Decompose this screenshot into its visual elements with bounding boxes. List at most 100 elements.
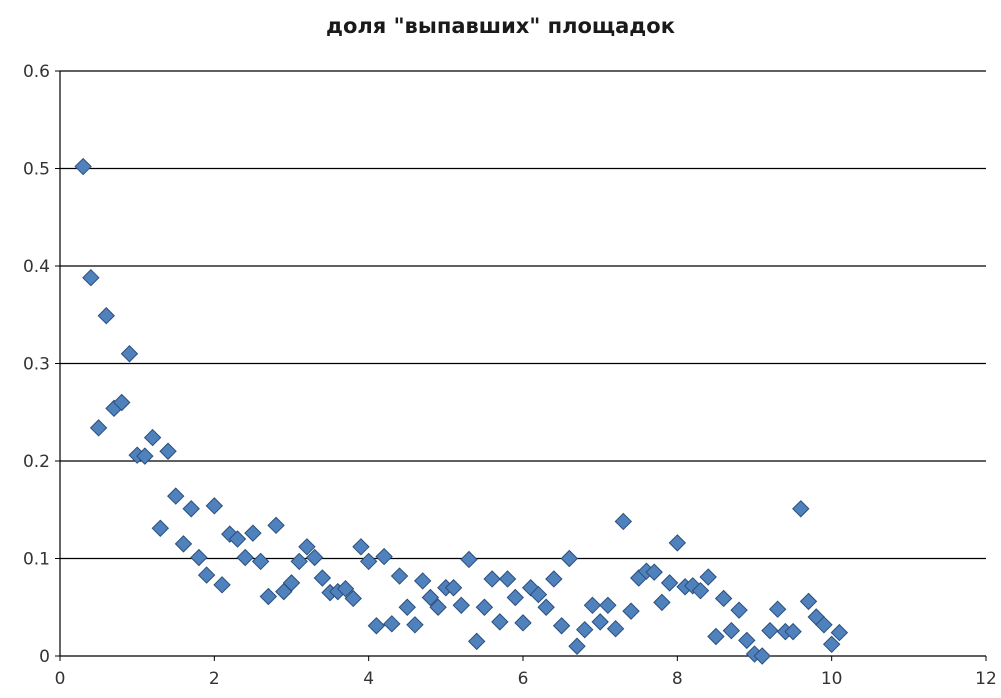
data-point [514,614,532,632]
data-point [259,587,278,606]
data-point [452,596,470,615]
x-tick-label: 10 [821,669,843,689]
data-point [684,577,702,595]
data-point [691,581,710,600]
data-point [444,579,463,597]
data-point [383,615,401,633]
data-point [506,588,524,607]
data-point [136,447,154,465]
data-point [784,622,802,641]
data-point [761,621,779,640]
x-tick-label: 12 [975,669,997,689]
data-point [228,530,247,548]
data-point [151,519,170,537]
data-point [406,616,424,634]
data-point [568,637,586,655]
data-point [89,419,108,437]
data-point [545,570,563,588]
data-point [730,601,748,619]
data-point [822,635,841,654]
data-point [645,563,663,581]
data-point [205,497,224,515]
data-point [606,619,625,638]
data-point [475,598,494,616]
data-point [491,613,509,631]
y-tick-label: 0.1 [23,550,50,570]
data-point [213,576,231,594]
data-point [714,589,733,608]
data-point [792,500,810,518]
data-point [367,617,386,635]
data-point [522,579,540,597]
data-point [413,572,432,590]
data-point [498,570,517,588]
data-point [74,157,92,176]
data-point [267,516,285,535]
data-point [738,631,756,650]
x-tick-label: 6 [518,669,529,689]
data-point [313,569,332,587]
data-points [74,157,849,665]
data-point [244,524,262,542]
x-tick-label: 4 [363,669,374,689]
data-point [190,548,208,567]
data-point [113,393,131,412]
x-tick-label: 8 [672,669,683,689]
data-point [815,616,833,634]
data-point [97,307,116,325]
data-point [336,580,355,598]
data-point [467,632,486,651]
data-point [483,570,501,588]
data-point [429,598,447,616]
data-point [305,548,324,567]
data-point [660,574,679,592]
x-tick-label: 2 [209,669,220,689]
data-point [159,442,177,460]
data-point [668,534,687,552]
data-point [236,548,254,567]
data-point [768,600,787,618]
data-point [359,552,378,571]
data-point [707,627,725,646]
data-point [614,512,633,531]
data-point [560,549,579,568]
chart-title: доля "выпавших" площадок [326,14,675,38]
data-point [529,585,548,604]
axes [55,70,987,661]
data-point [653,593,671,612]
x-tick-label: 0 [55,669,66,689]
data-point [830,623,849,642]
tick-labels: 0 0.1 0.2 0.3 0.4 0.5 0.6 0 2 4 6 8 10 12 [23,62,997,689]
data-point [460,550,478,569]
data-point [197,566,216,584]
data-point [421,588,440,607]
data-point [722,621,741,640]
data-point [591,613,609,631]
data-point [167,487,185,505]
data-point [290,552,308,571]
data-point [282,574,301,592]
data-point [344,589,362,608]
data-point [622,602,640,620]
y-tick-label: 0.4 [23,257,50,277]
data-point [82,268,100,287]
data-point [537,598,555,616]
y-tick-label: 0.6 [23,62,50,82]
data-point [251,552,270,571]
y-tick-label: 0 [39,647,50,667]
data-point [352,538,370,556]
data-point [375,547,393,566]
data-point [583,596,602,615]
data-point [576,620,594,639]
data-point [753,647,771,665]
y-tick-label: 0.3 [23,355,50,375]
data-point [143,428,162,447]
data-point [398,598,416,616]
data-point [298,538,316,556]
data-point [174,535,193,553]
data-point [390,567,409,585]
grid-lines [60,70,986,560]
y-tick-label: 0.2 [23,452,50,472]
data-point [120,345,139,363]
